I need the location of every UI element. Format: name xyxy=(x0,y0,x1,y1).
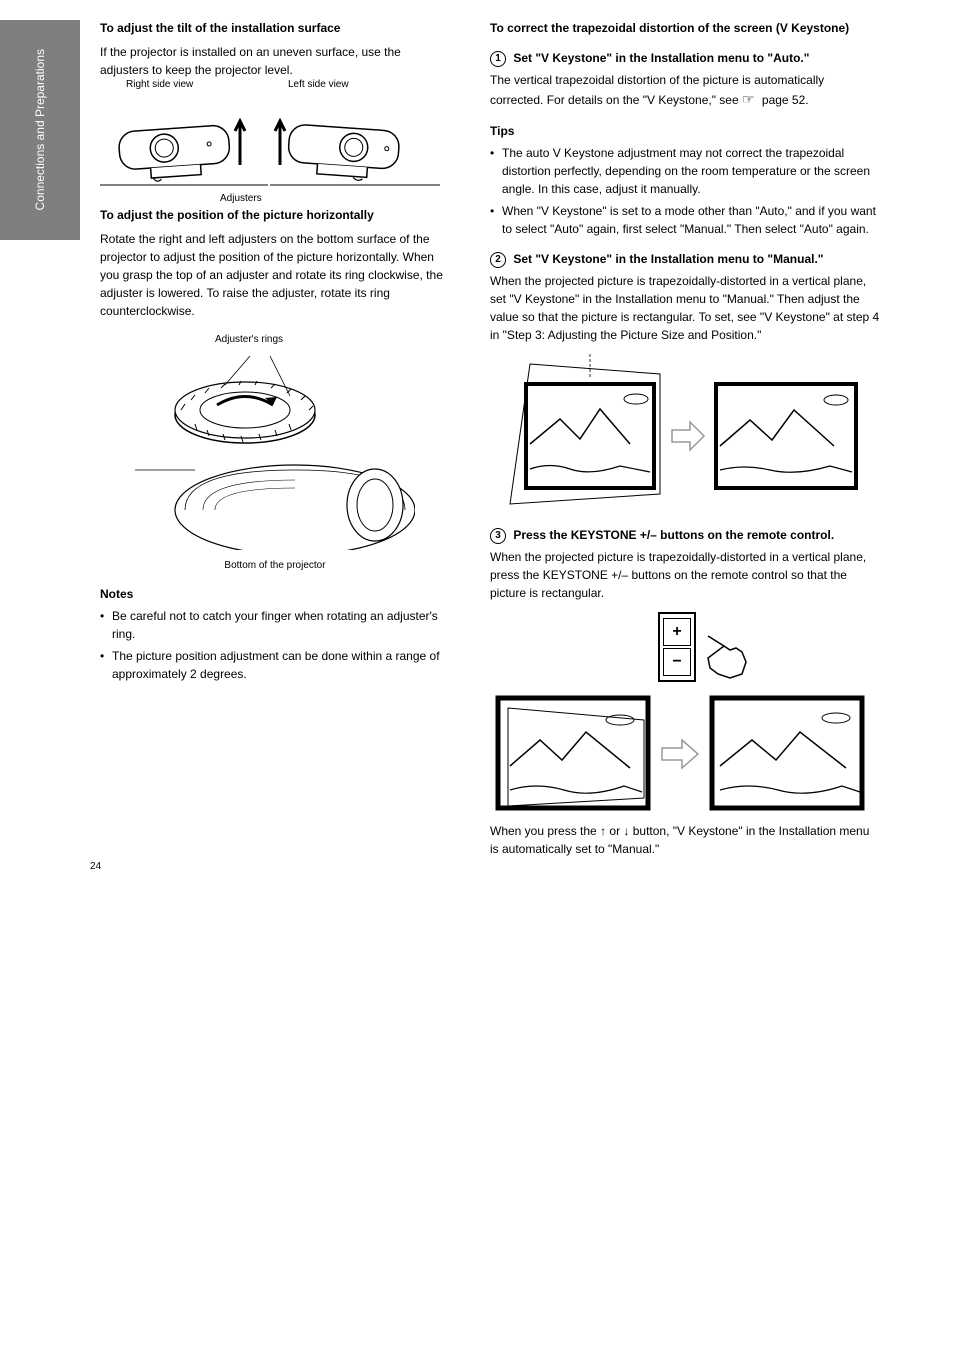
keystone-buttons[interactable]: + − xyxy=(658,612,696,682)
page-number: 24 xyxy=(90,861,101,872)
projector-illustration: Right side view Left side view xyxy=(100,93,440,193)
trapezoid-svg xyxy=(490,354,870,514)
side-tab-text: Connections and Preparations xyxy=(33,49,47,210)
right-side-label: Right side view xyxy=(126,79,193,90)
step2-num: 2 xyxy=(490,252,506,268)
adjust-tilt-text: If the projector is installed on an unev… xyxy=(100,43,450,79)
right-column: To correct the trapezoidal distortion of… xyxy=(490,20,880,862)
page-container: To adjust the tilt of the installation s… xyxy=(0,0,954,902)
notes-heading: Notes xyxy=(100,587,450,601)
tips-heading: Tips xyxy=(490,124,880,138)
keystone-heading: To correct the trapezoidal distortion of… xyxy=(490,20,880,37)
tip-1: •The auto V Keystone adjustment may not … xyxy=(490,144,880,198)
adjust-tilt-heading: To adjust the tilt of the installation s… xyxy=(100,20,450,37)
notes-list: •Be careful not to catch your finger whe… xyxy=(100,607,450,683)
left-side-label: Left side view xyxy=(288,79,349,90)
step1-num: 1 xyxy=(490,51,506,67)
adjuster-ring-svg xyxy=(135,350,415,550)
step3-text: When the projected picture is trapezoida… xyxy=(490,548,880,602)
bottom-caption: Bottom of the projector xyxy=(100,558,450,573)
adjuster-ring-illustration: Adjuster's rings xyxy=(135,350,415,550)
step3-text2: When you press the ↑ or ↓ button, "V Key… xyxy=(490,822,880,858)
keystone-result-svg xyxy=(490,690,870,820)
note-1: •Be careful not to catch your finger whe… xyxy=(100,607,450,643)
keystone-plus-button[interactable]: + xyxy=(663,618,691,646)
keystone-illustration: + − xyxy=(490,612,870,812)
adjuster-ring-label: Adjuster's rings xyxy=(215,334,283,345)
note-2: •The picture position adjustment can be … xyxy=(100,647,450,683)
left-column: To adjust the tilt of the installation s… xyxy=(100,20,470,862)
step3-num: 3 xyxy=(490,528,506,544)
tips-list: •The auto V Keystone adjustment may not … xyxy=(490,144,880,238)
step2-heading: 2 Set "V Keystone" in the Installation m… xyxy=(490,250,880,268)
keystone-minus-button[interactable]: − xyxy=(663,648,691,676)
side-tab: Connections and Preparations xyxy=(0,20,80,240)
pressing-hand-icon xyxy=(696,628,756,688)
adjust-horizontal-text: Rotate the right and left adjusters on t… xyxy=(100,230,450,320)
pointer-hand-icon: ☞ xyxy=(742,89,755,110)
tip-2: •When "V Keystone" is set to a mode othe… xyxy=(490,202,880,238)
step1-text: The vertical trapezoidal distortion of t… xyxy=(490,71,880,110)
step2-text: When the projected picture is trapezoida… xyxy=(490,272,880,344)
projector-svg xyxy=(100,93,440,213)
step1-heading: 1 Set "V Keystone" in the Installation m… xyxy=(490,49,880,67)
adjusters-label: Adjusters xyxy=(220,193,262,204)
trapezoid-illustration xyxy=(490,354,870,514)
step3-heading: 3 Press the KEYSTONE +/– buttons on the … xyxy=(490,526,880,544)
